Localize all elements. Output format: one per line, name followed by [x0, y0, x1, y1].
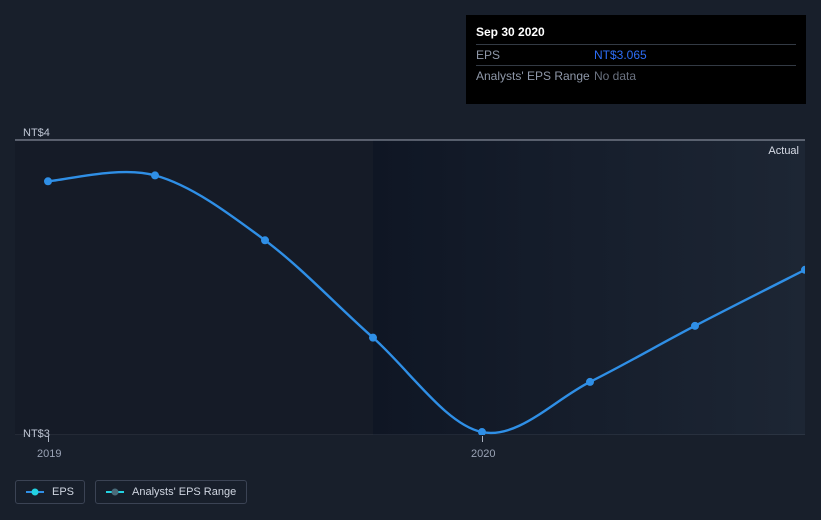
tooltip-row-value: No data — [594, 66, 796, 87]
legend-swatch-icon — [26, 487, 44, 497]
x-axis-tick — [48, 436, 49, 442]
tooltip-row-label: EPS — [476, 45, 594, 66]
data-point[interactable] — [44, 177, 52, 185]
tooltip-date: Sep 30 2020 — [476, 23, 796, 44]
legend-label: Analysts' EPS Range — [132, 486, 236, 498]
legend-swatch-icon — [106, 487, 124, 497]
tooltip-table: EPSNT$3.065Analysts' EPS RangeNo data — [476, 44, 796, 86]
x-axis-tick — [482, 436, 483, 442]
line-chart-svg — [15, 120, 805, 435]
legend-label: EPS — [52, 486, 74, 498]
x-axis-label: 2019 — [37, 448, 61, 460]
legend-item[interactable]: EPS — [15, 480, 85, 504]
x-axis-label: 2020 — [471, 448, 495, 460]
data-point[interactable] — [369, 334, 377, 342]
actual-label: Actual — [768, 145, 799, 157]
tooltip-row-value: NT$3.065 — [594, 45, 796, 66]
tooltip-row: Analysts' EPS RangeNo data — [476, 66, 796, 87]
tooltip-row: EPSNT$3.065 — [476, 45, 796, 66]
y-axis-label: NT$3 — [23, 428, 50, 440]
legend-item[interactable]: Analysts' EPS Range — [95, 480, 247, 504]
tooltip-box: Sep 30 2020 EPSNT$3.065Analysts' EPS Ran… — [466, 15, 806, 104]
data-point[interactable] — [261, 236, 269, 244]
data-point[interactable] — [691, 322, 699, 330]
legend: EPS Analysts' EPS Range — [15, 480, 247, 504]
tooltip-row-label: Analysts' EPS Range — [476, 66, 594, 87]
data-point[interactable] — [151, 171, 159, 179]
chart-container: Sep 30 2020 EPSNT$3.065Analysts' EPS Ran… — [0, 0, 821, 520]
data-point[interactable] — [586, 378, 594, 386]
chart-area: NT$4NT$3 20192020 Actual — [15, 120, 805, 435]
y-axis-label: NT$4 — [23, 127, 50, 139]
